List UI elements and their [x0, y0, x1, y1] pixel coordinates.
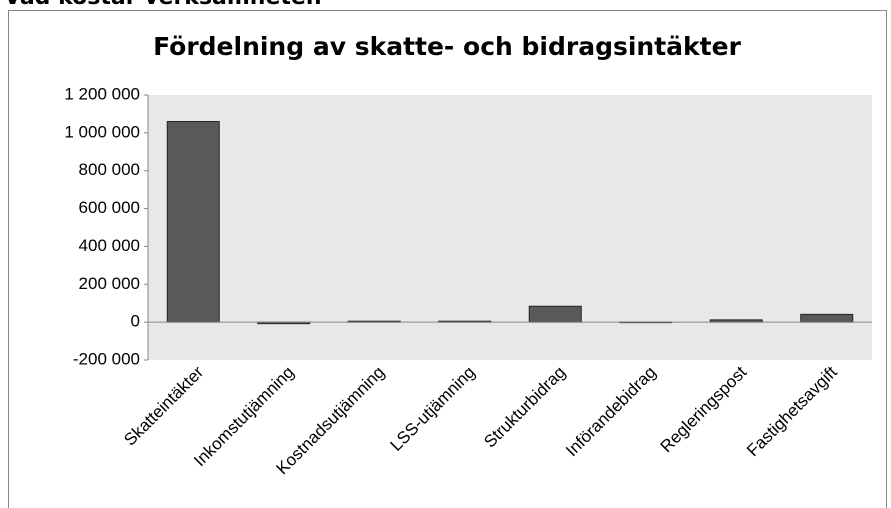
page-heading: Vad kostar verksamheten [4, 0, 322, 10]
y-tick-label: 200 000 [79, 274, 140, 293]
y-tick-label: -200 000 [73, 349, 140, 368]
y-tick-label: 800 000 [79, 160, 140, 179]
plot-area [148, 95, 872, 360]
bar [528, 305, 582, 323]
y-tick-label: 600 000 [79, 198, 140, 217]
bar [800, 313, 854, 323]
bar [166, 121, 220, 323]
y-tick-label: 400 000 [79, 236, 140, 255]
y-tick-label: 1 000 000 [64, 122, 140, 141]
chart-title: Fördelning av skatte- och bidragsintäkte… [153, 32, 741, 61]
y-tick-label: 0 [131, 312, 140, 331]
y-tick-label: 1 200 000 [64, 84, 140, 103]
